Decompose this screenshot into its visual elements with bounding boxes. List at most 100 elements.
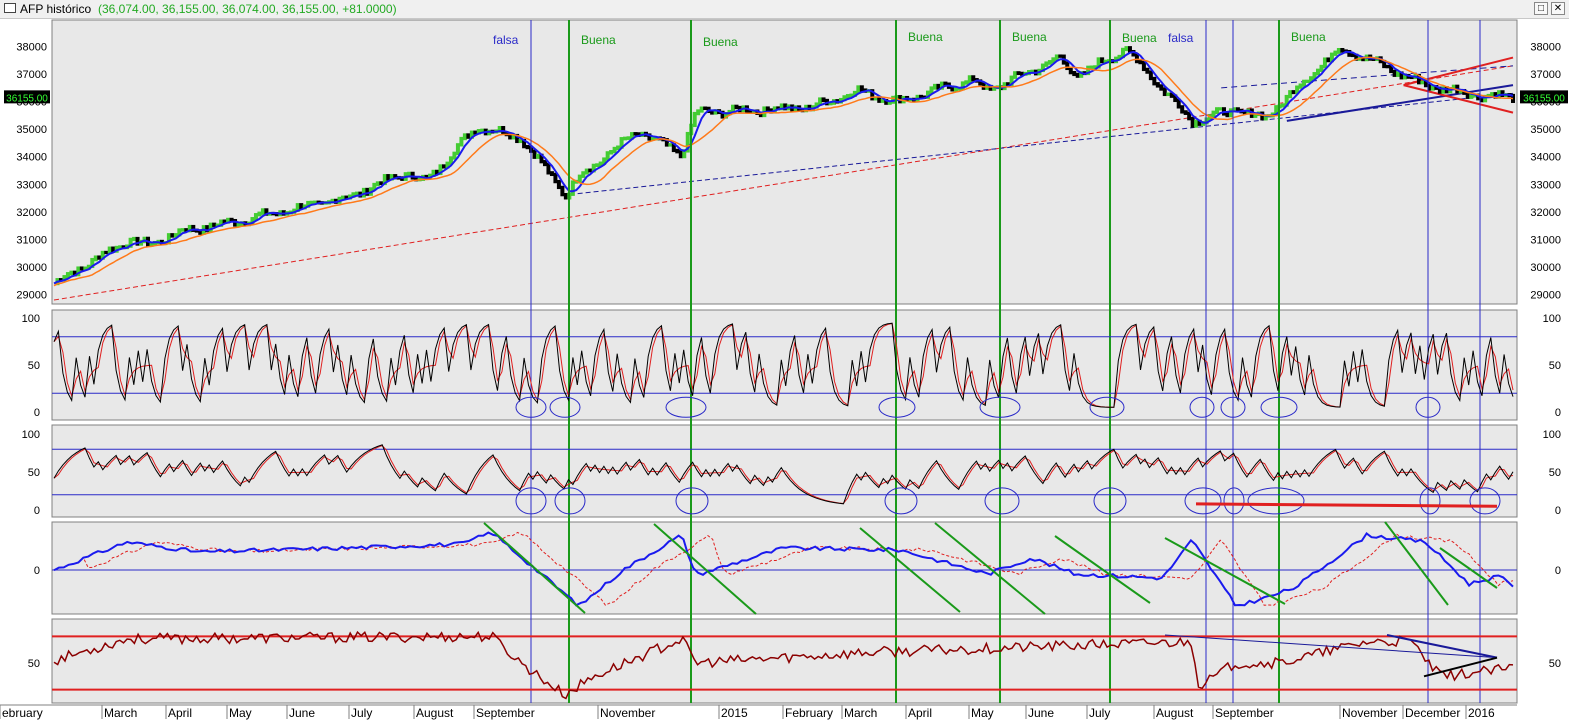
macd-trendline bbox=[1164, 537, 1286, 605]
x-axis-label: February bbox=[785, 706, 833, 720]
red-lower-channel bbox=[1403, 84, 1514, 114]
price-y-tick-left: 30000 bbox=[16, 262, 47, 274]
macd-panel bbox=[51, 521, 1518, 615]
x-axis-label: April bbox=[908, 706, 932, 720]
x-axis-label: June bbox=[1028, 706, 1054, 720]
slow-moving-average bbox=[53, 56, 1514, 287]
last-price-box-right bbox=[1520, 90, 1568, 104]
x-axis-label: December bbox=[1405, 706, 1460, 720]
oversold-circle bbox=[1089, 396, 1125, 418]
x-axis-label: ebruary bbox=[2, 706, 43, 720]
osc-y-tick-left: 0 bbox=[34, 407, 40, 419]
rsi-y-tick-left: 50 bbox=[28, 658, 40, 670]
x-axis-label: 2015 bbox=[721, 706, 748, 720]
price-y-tick-left: 37000 bbox=[16, 69, 47, 81]
ohlc-values: (36,074.00, 36,155.00, 36,074.00, 36,155… bbox=[98, 2, 397, 16]
oversold-circle bbox=[549, 396, 581, 418]
price-y-tick-right: 29000 bbox=[1530, 289, 1561, 301]
macd-trendline bbox=[483, 522, 586, 614]
osc-y-tick-left: 100 bbox=[22, 429, 40, 441]
red-support-line bbox=[1195, 502, 1498, 508]
oversold-circle bbox=[1093, 487, 1127, 515]
osc-y-tick-left: 0 bbox=[34, 505, 40, 517]
x-axis-label: September bbox=[1215, 706, 1274, 720]
osc-y-tick-right: 50 bbox=[1549, 467, 1561, 479]
oversold-circle bbox=[979, 396, 1021, 418]
price-y-tick-right: 35000 bbox=[1530, 124, 1561, 136]
x-axis-label: March bbox=[104, 706, 137, 720]
rsi-trendline bbox=[1164, 634, 1498, 659]
signal-label: Buena bbox=[1291, 30, 1326, 44]
osc-y-tick-right: 100 bbox=[1543, 313, 1561, 325]
x-axis-label: April bbox=[168, 706, 192, 720]
price-y-tick-left: 38000 bbox=[16, 42, 47, 54]
macd-y-tick-left: 0 bbox=[34, 565, 40, 577]
osc-y-tick-right: 100 bbox=[1543, 429, 1561, 441]
chart-area: 29000 29000 30000 30000 31000 31000 32000 32000… bbox=[0, 19, 1568, 720]
macd-trendline bbox=[1439, 547, 1498, 589]
price-y-tick-right: 32000 bbox=[1530, 207, 1561, 219]
price-y-tick-left: 34000 bbox=[16, 152, 47, 164]
rsi-y-tick-right: 50 bbox=[1549, 658, 1561, 670]
price-y-tick-left: 33000 bbox=[16, 179, 47, 191]
x-axis-label: August bbox=[1156, 706, 1194, 720]
oversold-circle bbox=[515, 487, 547, 515]
x-axis-label: 2016 bbox=[1468, 706, 1495, 720]
price-y-tick-right: 33000 bbox=[1530, 179, 1561, 191]
x-axis-label: May bbox=[971, 706, 994, 720]
chart-window-icon bbox=[4, 3, 16, 13]
rsi-lower-trendline bbox=[1423, 656, 1498, 678]
rsi-line bbox=[53, 630, 1514, 700]
price-y-tick-left: 32000 bbox=[16, 207, 47, 219]
last-price-label-left: 36155.00 bbox=[6, 93, 48, 104]
oversold-circle bbox=[665, 396, 707, 418]
x-axis-label: November bbox=[600, 706, 655, 720]
x-axis-label: June bbox=[289, 706, 315, 720]
close-button[interactable]: ✕ bbox=[1551, 2, 1565, 15]
oversold-circle bbox=[1189, 396, 1215, 418]
macd-signal-line bbox=[53, 531, 1514, 606]
x-axis-label: July bbox=[351, 706, 372, 720]
oversold-circle bbox=[878, 396, 916, 418]
osc-y-tick-right: 50 bbox=[1549, 360, 1561, 372]
signal-label: Buena bbox=[703, 35, 738, 49]
red-trendline bbox=[53, 65, 1514, 301]
osc-y-tick-right: 0 bbox=[1555, 407, 1561, 419]
restore-button[interactable]: □ bbox=[1534, 2, 1548, 15]
osc-y-tick-left: 100 bbox=[22, 313, 40, 325]
last-price-box-left bbox=[4, 90, 50, 104]
x-axis-label: November bbox=[1342, 706, 1397, 720]
oversold-circle bbox=[675, 487, 709, 515]
signal-label: falsa bbox=[493, 33, 519, 47]
signal-label: Buena bbox=[908, 30, 943, 44]
last-price-label-right: 36155.00 bbox=[1523, 93, 1565, 104]
oscillator-main-line bbox=[53, 322, 1514, 408]
x-axis-label: May bbox=[229, 706, 252, 720]
price-y-tick-right: 37000 bbox=[1530, 69, 1561, 81]
title-bar: AFP histórico (36,074.00, 36,155.00, 36,… bbox=[0, 0, 1569, 19]
signal-label: Buena bbox=[1012, 30, 1047, 44]
price-panel bbox=[51, 19, 1518, 305]
oversold-circle bbox=[554, 487, 586, 515]
red-upper-channel bbox=[1403, 56, 1514, 87]
oversold-circle bbox=[1260, 396, 1298, 418]
signal-label: falsa bbox=[1168, 31, 1194, 45]
x-axis-label: August bbox=[416, 706, 454, 720]
signal-label: Buena bbox=[1122, 31, 1157, 45]
signal-label: Buena bbox=[581, 33, 616, 47]
oversold-circle bbox=[1223, 487, 1245, 515]
osc-y-tick-left: 50 bbox=[28, 360, 40, 372]
macd-trendline bbox=[859, 527, 961, 613]
osc-y-tick-right: 0 bbox=[1555, 505, 1561, 517]
oversold-circle bbox=[1220, 396, 1246, 418]
price-y-tick-right: 34000 bbox=[1530, 152, 1561, 164]
price-y-tick-left: 29000 bbox=[16, 289, 47, 301]
oversold-circle bbox=[984, 487, 1020, 515]
oversold-circle bbox=[884, 487, 918, 515]
x-axis-label: July bbox=[1089, 706, 1110, 720]
price-y-tick-right: 38000 bbox=[1530, 42, 1561, 54]
oversold-circle bbox=[1247, 487, 1305, 515]
window-title: AFP histórico bbox=[20, 2, 92, 16]
oversold-circle bbox=[1419, 487, 1441, 515]
price-y-tick-right: 30000 bbox=[1530, 262, 1561, 274]
